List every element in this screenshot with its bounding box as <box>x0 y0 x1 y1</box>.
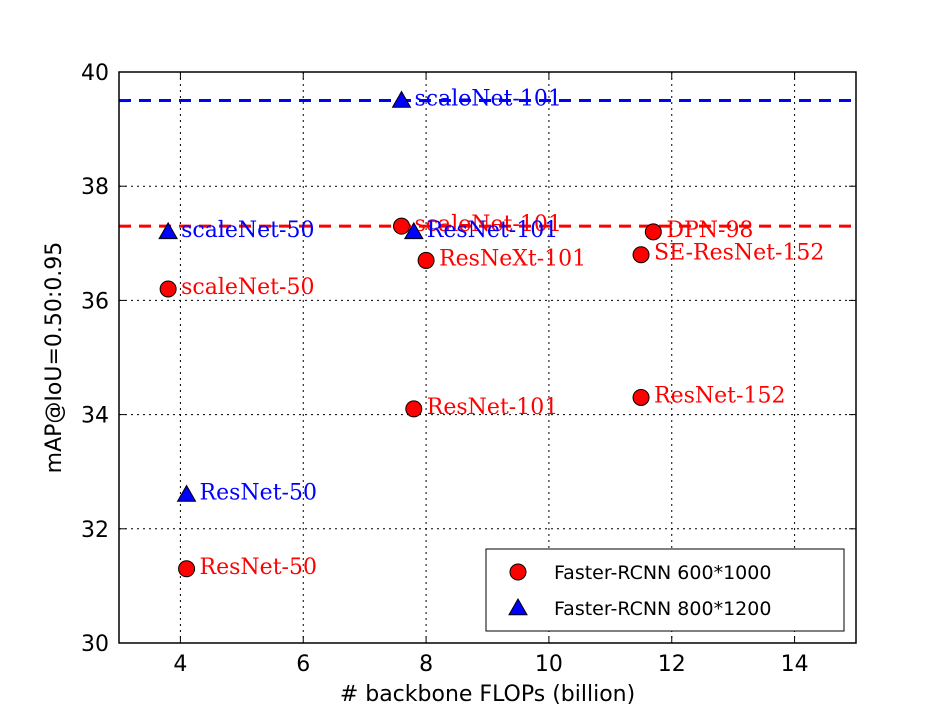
point-label: ResNeXt-101 <box>439 246 586 271</box>
x-tick-label: 10 <box>535 652 563 677</box>
x-tick-label: 8 <box>419 652 433 677</box>
x-tick-label: 6 <box>296 652 310 677</box>
reference-lines <box>119 99 856 228</box>
point-label: SE-ResNet-152 <box>654 241 824 266</box>
data-point-circle <box>405 400 423 418</box>
point-label: ResNet-101 <box>427 218 558 243</box>
x-tick-label: 4 <box>173 652 187 677</box>
y-tick-label: 34 <box>81 404 109 429</box>
x-tick-label: 12 <box>658 652 686 677</box>
point-label: ResNet-152 <box>654 383 785 408</box>
y-tick-label: 36 <box>81 289 109 314</box>
legend-box <box>485 548 845 632</box>
point-label: scaleNet-50 <box>181 218 314 243</box>
point-label: ResNet-50 <box>200 481 317 506</box>
point-label: scaleNet-50 <box>181 275 314 300</box>
legend-triangle-icon <box>508 597 528 616</box>
legend-label: Faster-RCNN 800*1200 <box>554 598 771 620</box>
y-tick-label: 32 <box>81 518 109 543</box>
data-point-circle <box>393 217 411 235</box>
plot-frame <box>118 71 857 644</box>
data-point-circle <box>417 251 435 269</box>
point-label: ResNet-101 <box>427 395 558 420</box>
data-point-triangle <box>158 221 178 240</box>
x-tick-label: 14 <box>781 652 809 677</box>
data-point-circle <box>632 388 650 406</box>
x-axis-label: # backbone FLOPs (billion) <box>340 682 635 707</box>
point-label: scaleNet-101 <box>415 87 562 112</box>
y-tick-label: 30 <box>81 632 109 657</box>
data-point-circle <box>159 280 177 298</box>
point-label: DPN-98 <box>666 218 753 243</box>
legend-circle-icon <box>509 563 527 581</box>
legend: Faster-RCNN 600*1000 Faster-RCNN 800*1200 <box>485 548 845 632</box>
data-point-circle <box>178 560 196 578</box>
data-point-triangle <box>176 484 197 502</box>
y-tick-label: 40 <box>81 61 109 86</box>
data-point-triangle <box>391 90 412 108</box>
point-label: scaleNet-101 <box>415 212 562 237</box>
data-points: scaleNet-50 ResNet-50 scaleNet-101 ResNeXt-… <box>158 87 824 580</box>
data-point-triangle <box>403 221 424 240</box>
data-point-circle <box>644 223 662 241</box>
y-axis-label: mAP@IoU=0.50:0.95 <box>42 242 67 474</box>
data-point-circle <box>632 246 650 264</box>
grid <box>119 71 856 644</box>
point-label: ResNet-50 <box>200 555 317 580</box>
y-tick-label: 38 <box>81 175 109 200</box>
legend-label: Faster-RCNN 600*1000 <box>554 562 771 584</box>
axis-ticks: 4 6 8 10 12 14 30 32 34 36 38 40 <box>81 61 856 677</box>
